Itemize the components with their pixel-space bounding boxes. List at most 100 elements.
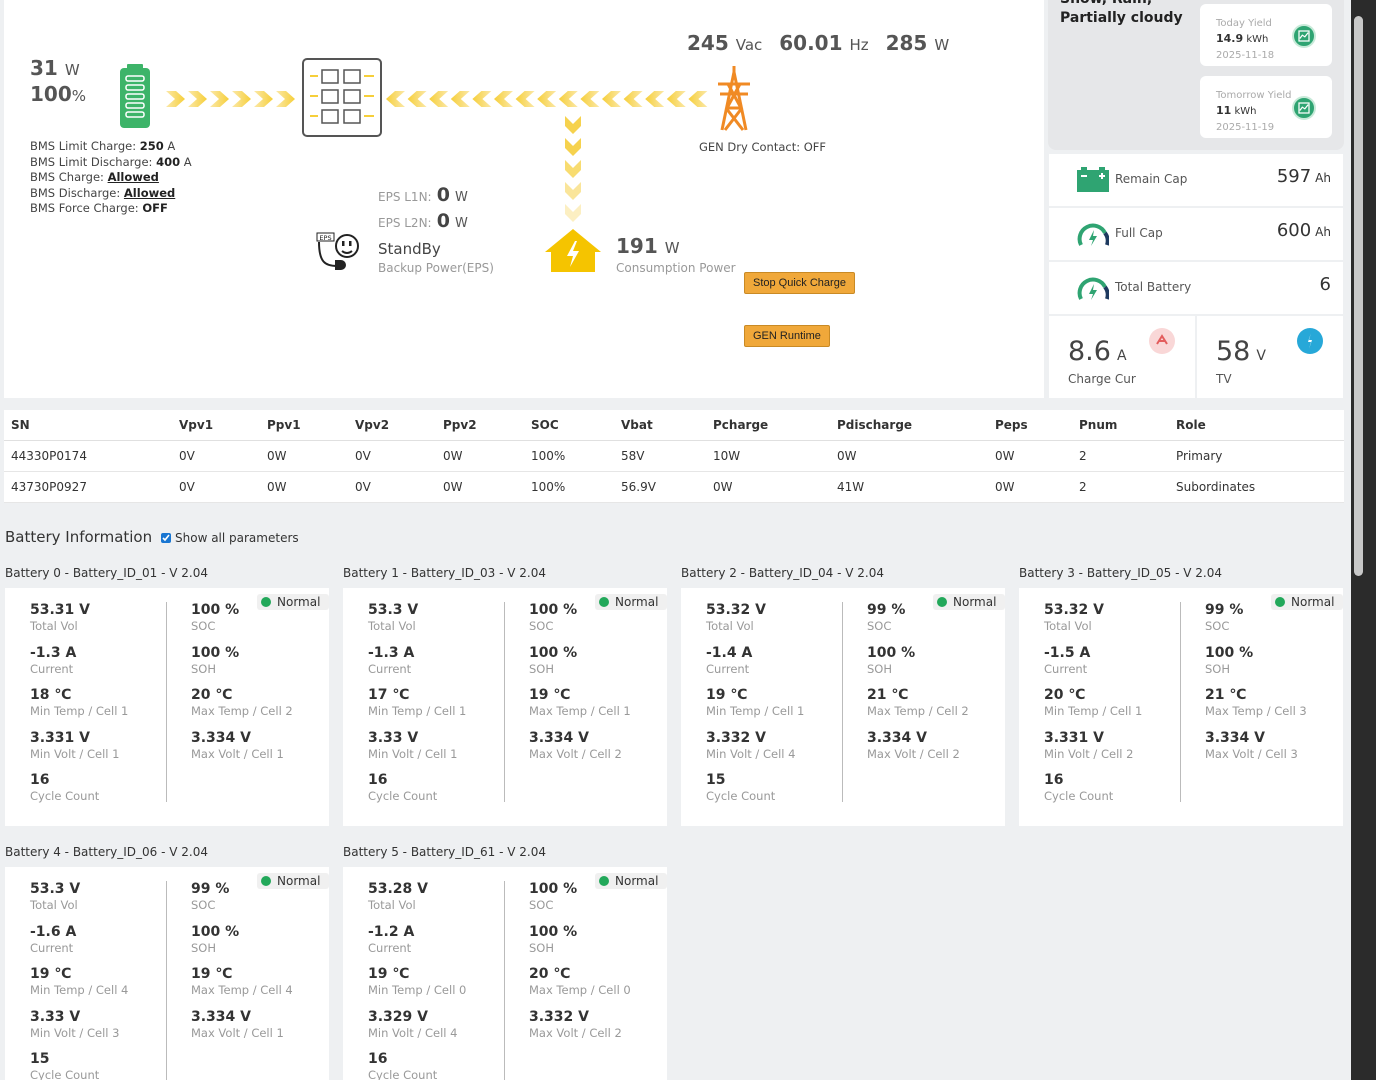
battery-title: Battery 5 - Battery_ID_61 - V 2.04 [343, 845, 546, 859]
metric-label: Max Volt / Cell 1 [191, 747, 284, 761]
metric-value: 100 % [1205, 645, 1254, 661]
today-yield-value: 14.9 kWh [1216, 32, 1269, 45]
battery-card: Normal 53.3 V Total Vol -1.6 A Current 19 ℃… [5, 867, 329, 1080]
metric-value: 100 % [529, 881, 578, 897]
metric-label: Min Volt / Cell 2 [1044, 747, 1134, 761]
battery-title: Battery 0 - Battery_ID_01 - V 2.04 [5, 566, 208, 580]
total-battery-row: Total Battery 6 [1049, 262, 1343, 314]
metric-value: 99 % [1205, 602, 1244, 618]
battery-power-unit: W [64, 61, 80, 79]
metric-label: Max Temp / Cell 4 [191, 983, 293, 997]
metric-label: Min Volt / Cell 1 [30, 747, 120, 761]
metric-value: 3.334 V [191, 730, 251, 746]
inverter-icon [302, 58, 382, 137]
battery-title: Battery 4 - Battery_ID_06 - V 2.04 [5, 845, 208, 859]
charge-current-card: 8.6 A Charge Cur [1049, 316, 1195, 398]
metric-label: Cycle Count [706, 789, 776, 803]
metric-label: Max Temp / Cell 2 [191, 704, 293, 718]
tomorrow-yield-date: 2025-11-19 [1216, 122, 1275, 133]
metric-label: Current [706, 662, 750, 676]
column-header: Vbat [614, 410, 706, 441]
battery-metric: 19 ℃ Max Temp / Cell 4 [191, 966, 293, 997]
table-cell: 0W [436, 471, 524, 503]
battery-metric: -1.3 A Current [30, 645, 76, 676]
battery-metric: 100 % SOH [1205, 645, 1253, 676]
metric-value: 20 ℃ [1044, 687, 1086, 703]
table-cell: 0W [988, 471, 1072, 503]
total-voltage-label: TV [1216, 372, 1232, 386]
full-cap-label: Full Cap [1115, 226, 1163, 240]
metric-value: 100 % [191, 645, 240, 661]
battery-metric: 16 Cycle Count [368, 1051, 437, 1080]
trend-chart-icon [1292, 96, 1316, 120]
battery-metric: 99 % SOC [867, 602, 905, 633]
metric-value: 3.33 V [368, 730, 419, 746]
metric-value: 16 [368, 1051, 388, 1067]
battery-metric: 20 ℃ Max Temp / Cell 2 [191, 687, 293, 718]
metric-value: 21 ℃ [1205, 687, 1247, 703]
battery-metric: 99 % SOC [191, 881, 229, 912]
battery-metric: 21 ℃ Max Temp / Cell 3 [1205, 687, 1307, 718]
remain-cap-label: Remain Cap [1115, 172, 1188, 186]
battery-metric: 19 ℃ Min Temp / Cell 0 [368, 966, 466, 997]
metric-label: Max Temp / Cell 3 [1205, 704, 1307, 718]
table-cell: 58V [614, 440, 706, 472]
column-header: SN [4, 410, 172, 441]
battery-metric: 53.31 V Total Vol [30, 602, 90, 633]
metric-value: 53.28 V [368, 881, 428, 897]
home-flow-arrows-icon [565, 116, 581, 222]
battery-metric: -1.5 A Current [1044, 645, 1090, 676]
metric-label: SOC [867, 619, 892, 633]
battery-metric: 3.334 V Max Volt / Cell 1 [191, 1009, 284, 1040]
stop-quick-charge-button[interactable]: Stop Quick Charge [744, 272, 855, 294]
table-cell: 56.9V [614, 471, 706, 503]
eps-caption: Backup Power(EPS) [378, 261, 494, 275]
tomorrow-yield-card: Tomorrow Yield 11 kWh 2025-11-19 [1200, 76, 1332, 138]
metric-value: 3.334 V [867, 730, 927, 746]
table-header-row: SN Vpv1 Ppv1 Vpv2 Ppv2 SOC Vbat Pcharge Pdischar… [4, 410, 1344, 441]
metric-label: SOC [529, 619, 554, 633]
consumption-value: 191 [616, 234, 658, 258]
total-voltage-card: 58 V TV [1197, 316, 1343, 398]
total-battery-value: 6 [1319, 274, 1331, 295]
gen-runtime-button[interactable]: GEN Runtime [744, 325, 830, 347]
battery-metric: 18 ℃ Min Temp / Cell 1 [30, 687, 128, 718]
battery-metric: 53.32 V Total Vol [1044, 602, 1104, 633]
metric-value: 3.329 V [368, 1009, 428, 1025]
table-cell: 0W [260, 471, 348, 503]
eps-l1n-unit: W [455, 190, 468, 205]
battery-metric: 3.334 V Max Volt / Cell 2 [867, 730, 960, 761]
metric-value: 53.31 V [30, 602, 90, 618]
show-all-parameters-checkbox[interactable] [161, 533, 171, 543]
bms-line: BMS Limit Charge: 250 A [30, 139, 176, 153]
battery-card: Normal 53.28 V Total Vol -1.2 A Current 19 … [343, 867, 667, 1080]
metric-value: 99 % [867, 602, 906, 618]
column-header: Ppv1 [260, 410, 348, 441]
show-all-parameters-toggle[interactable]: Show all parameters [161, 531, 299, 545]
battery-card: Normal 53.32 V Total Vol -1.4 A Current 19 … [681, 588, 1005, 826]
battery-metric: -1.2 A Current [368, 924, 414, 955]
metric-value: 19 ℃ [30, 966, 72, 982]
weather-panel: Snow, Rain, Partially cloudy Today Yield… [1048, 0, 1344, 150]
battery-metric: 3.334 V Max Volt / Cell 3 [1205, 730, 1298, 761]
battery-metric: 53.3 V Total Vol [30, 881, 80, 912]
table-cell: 0W [436, 440, 524, 472]
metric-value: 100 % [867, 645, 916, 661]
metric-value: 100 % [529, 602, 578, 618]
column-header: Pnum [1072, 410, 1169, 441]
battery-metric: 3.332 V Min Volt / Cell 4 [706, 730, 795, 761]
metric-label: Min Temp / Cell 1 [30, 704, 129, 718]
metric-value: 3.334 V [191, 1009, 251, 1025]
battery-metric: 53.28 V Total Vol [368, 881, 428, 912]
metric-value: 15 [30, 1051, 50, 1067]
metric-label: SOH [867, 662, 892, 676]
metric-label: SOH [529, 941, 554, 955]
metric-label: SOH [529, 662, 554, 676]
battery-metric: 19 ℃ Min Temp / Cell 4 [30, 966, 128, 997]
charge-up-icon [1149, 328, 1175, 354]
scrollbar-thumb[interactable] [1354, 16, 1363, 576]
table-row: 44330P0174 0V 0W 0V 0W 100% 58V 10W 0W 0W 2 Primary [4, 440, 1344, 472]
voltage-bolt-icon [1297, 328, 1323, 354]
battery-metric: 53.32 V Total Vol [706, 602, 766, 633]
card-divider [166, 881, 167, 1080]
